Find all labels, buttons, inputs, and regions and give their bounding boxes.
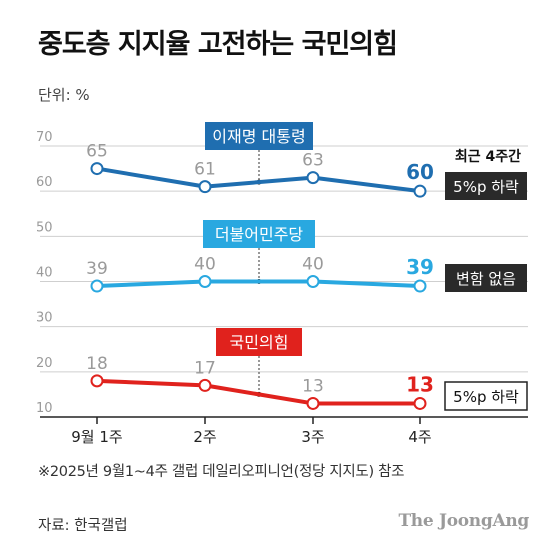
y-tick-label: 20 (36, 356, 53, 371)
series-line (96, 378, 420, 406)
x-tick-label: 9월 1주 (71, 428, 122, 446)
data-label: 40 (302, 255, 324, 275)
y-tick-label: 60 (36, 175, 53, 190)
chart-title: 중도층 지지율 고전하는 국민의힘 (38, 29, 398, 60)
x-tick-label: 4주 (408, 428, 431, 446)
change-box (445, 172, 527, 200)
y-tick-label: 50 (36, 220, 53, 235)
data-point (198, 180, 212, 194)
data-point (306, 396, 320, 410)
change-label: 5%p 하락 (453, 178, 519, 196)
data-label: 60 (406, 160, 434, 184)
unit-label: 단위: % (38, 86, 90, 104)
series-name-tag (216, 328, 302, 356)
series-name-label: 더불어민주당 (215, 225, 304, 244)
series-name-tag (205, 122, 313, 150)
change-box (444, 381, 528, 411)
change-label: 5%p 하락 (453, 388, 519, 406)
data-label: 39 (406, 255, 434, 279)
data-label: 17 (194, 358, 216, 378)
series-name-tag (203, 220, 315, 248)
series-name-label: 국민의힘 (230, 333, 289, 352)
data-point (90, 162, 104, 176)
footnote: ※2025년 9월1~4주 갤럽 데일리오피니언(정당 지지도) 참조 (38, 464, 405, 480)
data-point (90, 279, 104, 293)
data-point (198, 378, 212, 392)
data-label: 61 (194, 160, 216, 180)
data-point (413, 184, 427, 198)
data-label: 40 (194, 255, 216, 275)
series-name-label: 이재명 대통령 (212, 127, 305, 146)
data-label: 18 (86, 354, 108, 374)
data-label: 39 (86, 259, 108, 279)
data-label: 13 (302, 376, 324, 396)
y-tick-label: 30 (36, 311, 53, 326)
data-point (413, 396, 427, 410)
change-box (445, 264, 527, 292)
data-label: 63 (302, 151, 324, 171)
series-line (96, 279, 421, 289)
data-point (413, 279, 427, 293)
y-tick-label: 40 (36, 266, 53, 281)
data-point (90, 374, 104, 388)
change-label: 변함 없음 (456, 270, 516, 288)
data-label: 65 (86, 142, 108, 162)
data-point (306, 275, 320, 288)
series-line (96, 166, 421, 194)
x-tick-label: 2주 (193, 428, 216, 446)
data-point (306, 171, 320, 185)
y-tick-label: 70 (36, 130, 53, 145)
data-point (198, 275, 212, 288)
brand-logo: The JoongAng (398, 511, 529, 531)
x-tick-label: 3주 (301, 428, 324, 446)
recent-period-label: 최근 4주간 (455, 148, 521, 165)
source-label: 자료: 한국갤럽 (38, 518, 128, 534)
data-label: 13 (406, 372, 434, 396)
y-tick-label: 10 (36, 401, 53, 416)
